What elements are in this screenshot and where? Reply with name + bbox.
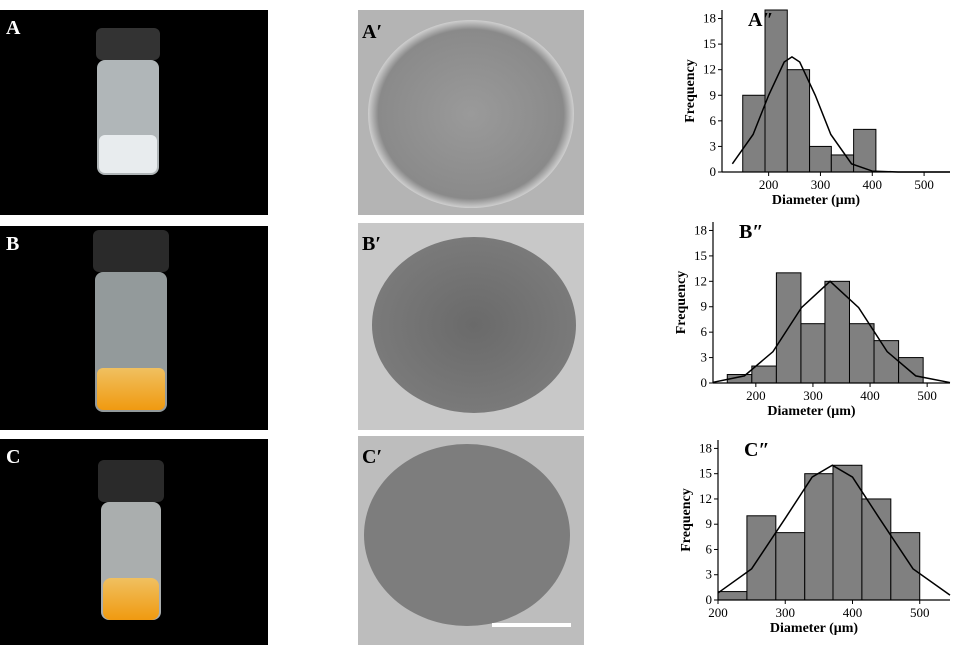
y-tick-label: 9 bbox=[701, 299, 708, 314]
y-tick-label: 3 bbox=[710, 138, 717, 153]
bar bbox=[786, 69, 811, 173]
x-tick-label: 200 bbox=[708, 605, 728, 620]
y-tick-label: 12 bbox=[699, 491, 712, 506]
bar bbox=[800, 323, 826, 384]
bar bbox=[830, 154, 855, 173]
y-tick-label: 18 bbox=[703, 11, 716, 26]
x-tick-label: 500 bbox=[910, 605, 930, 620]
chart-title: C″ bbox=[744, 439, 770, 461]
bar bbox=[717, 591, 748, 601]
fit-curve bbox=[731, 55, 950, 173]
x-tick-label: 400 bbox=[843, 605, 863, 620]
bar bbox=[809, 145, 832, 173]
y-axis-label: Frequency bbox=[683, 59, 698, 123]
bar bbox=[751, 365, 777, 384]
y-tick-label: 18 bbox=[694, 222, 707, 237]
bar bbox=[898, 357, 924, 384]
y-axis-label: Frequency bbox=[679, 488, 694, 552]
panel-label: B bbox=[6, 233, 19, 255]
fit-curve bbox=[712, 280, 951, 384]
y-tick-label: 12 bbox=[694, 273, 707, 288]
panel-label: A bbox=[6, 17, 21, 39]
panel-label: B′ bbox=[362, 233, 381, 255]
y-tick-label: 9 bbox=[710, 87, 717, 102]
y-tick-label: 0 bbox=[706, 592, 713, 607]
y-tick-label: 15 bbox=[694, 248, 707, 263]
bar bbox=[804, 473, 834, 601]
x-tick-label: 500 bbox=[917, 388, 937, 403]
y-tick-label: 0 bbox=[710, 164, 717, 179]
x-tick-label: 200 bbox=[746, 388, 766, 403]
x-axis-label: Diameter (μm) bbox=[772, 193, 860, 208]
x-axis-label: Diameter (μm) bbox=[767, 404, 855, 419]
x-tick-label: 300 bbox=[775, 605, 795, 620]
bar bbox=[764, 9, 788, 173]
x-tick-label: 300 bbox=[811, 177, 831, 192]
bar bbox=[746, 515, 777, 601]
x-axis-label: Diameter (μm) bbox=[770, 621, 858, 636]
x-tick-label: 400 bbox=[863, 177, 883, 192]
bar bbox=[873, 340, 900, 384]
y-tick-label: 6 bbox=[710, 113, 717, 128]
chart-title: A″ bbox=[748, 9, 774, 31]
fit-curve bbox=[717, 464, 951, 596]
panel-label: C bbox=[6, 446, 20, 468]
y-tick-label: 0 bbox=[701, 375, 708, 390]
panel-label: C′ bbox=[362, 446, 382, 468]
y-tick-label: 3 bbox=[701, 350, 708, 365]
chart-title: B″ bbox=[739, 221, 763, 243]
y-tick-label: 15 bbox=[699, 466, 712, 481]
x-tick-label: 300 bbox=[803, 388, 823, 403]
y-tick-label: 9 bbox=[706, 516, 713, 531]
y-tick-label: 3 bbox=[706, 567, 713, 582]
y-axis-label: Frequency bbox=[674, 271, 689, 335]
photo-micrographs bbox=[358, 10, 584, 645]
photo-vials bbox=[0, 10, 268, 645]
x-tick-label: 500 bbox=[914, 177, 934, 192]
y-tick-label: 15 bbox=[703, 36, 716, 51]
bar bbox=[775, 532, 806, 601]
panel-label: A′ bbox=[362, 21, 382, 43]
x-tick-label: 400 bbox=[860, 388, 880, 403]
y-tick-label: 6 bbox=[706, 541, 713, 556]
bar bbox=[848, 323, 875, 384]
y-tick-label: 12 bbox=[703, 62, 716, 77]
y-tick-label: 6 bbox=[701, 324, 708, 339]
y-tick-label: 18 bbox=[699, 440, 712, 455]
x-tick-label: 200 bbox=[759, 177, 779, 192]
